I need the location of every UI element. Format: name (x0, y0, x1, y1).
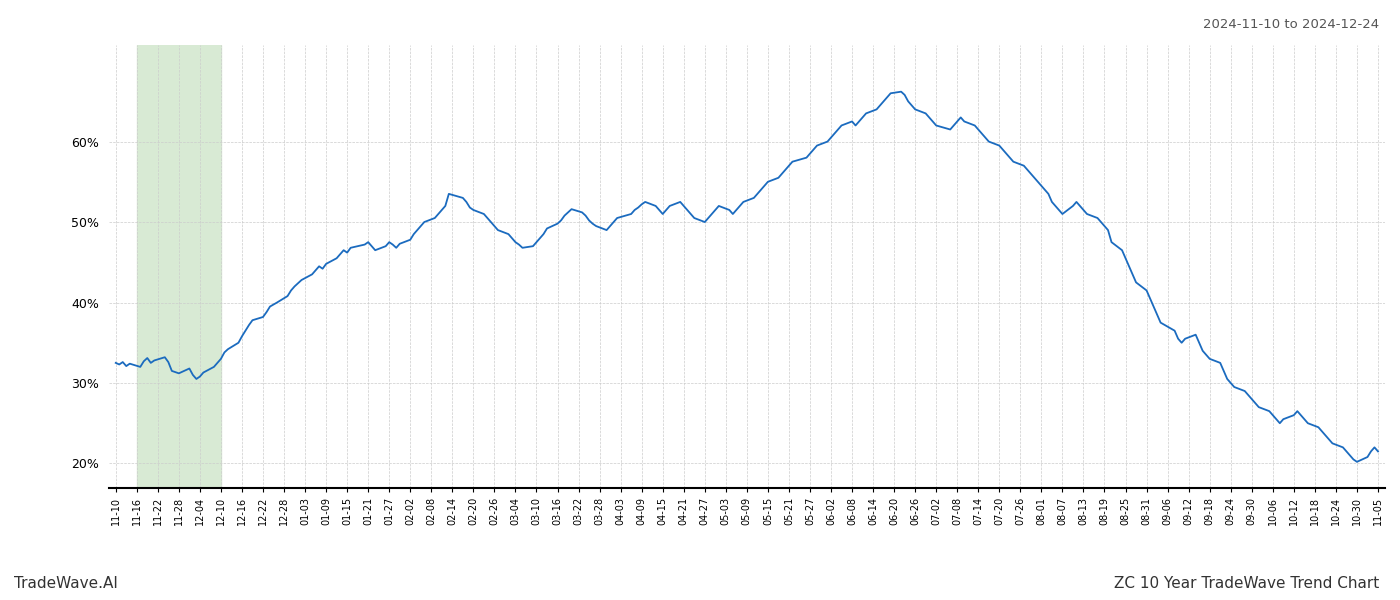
Text: TradeWave.AI: TradeWave.AI (14, 576, 118, 591)
Bar (137, 45, 221, 488)
Text: 2024-11-10 to 2024-12-24: 2024-11-10 to 2024-12-24 (1203, 18, 1379, 31)
Text: ZC 10 Year TradeWave Trend Chart: ZC 10 Year TradeWave Trend Chart (1114, 576, 1379, 591)
